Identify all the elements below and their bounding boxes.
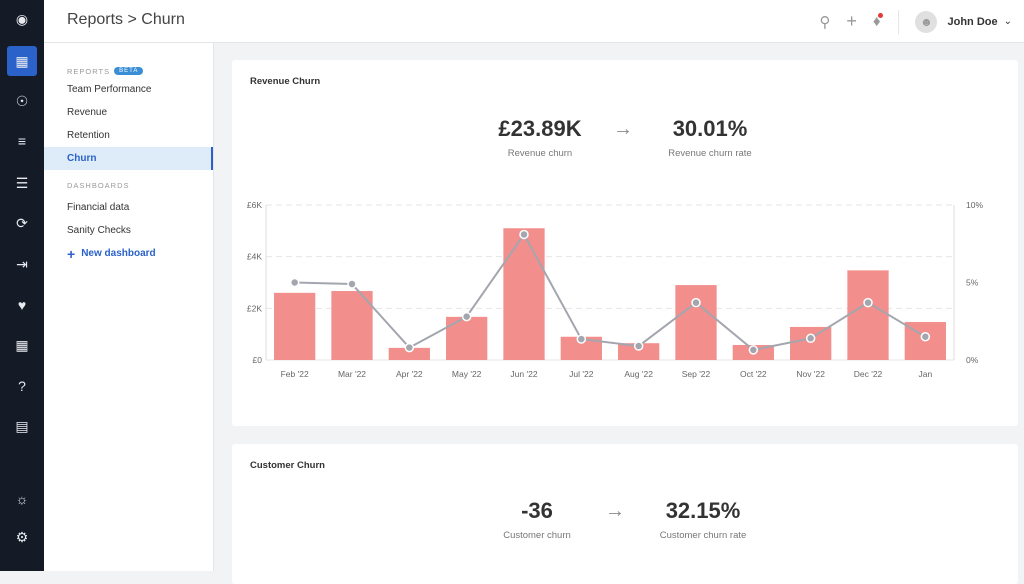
line-point: [461, 311, 472, 322]
stat-value: £23.89K: [498, 116, 582, 141]
x-tick-label: Jul '22: [569, 369, 594, 379]
x-tick-label: Aug '22: [624, 369, 653, 379]
card-title: Revenue Churn: [250, 76, 321, 87]
line-point: [805, 333, 816, 344]
calculator-icon[interactable]: ▦: [15, 336, 29, 353]
new-dashboard-label: New dashboard: [81, 248, 156, 259]
y-tick-label: £4K: [247, 252, 262, 262]
reports-section-label: REPORTS BETA: [44, 64, 213, 78]
top-bar: Reports > Churn ⚲ + ♦ ☻ John Doe ⌄: [44, 0, 1024, 43]
revenue-churn-card: Revenue Churn £23.89K Revenue churn → 30.…: [232, 60, 1018, 426]
x-tick-label: Jun '22: [510, 369, 537, 379]
line-point: [289, 277, 300, 288]
line-point: [863, 297, 873, 308]
reports-sidebar: REPORTS BETA Team Performance Revenue Ret…: [44, 43, 214, 571]
health-icon[interactable]: ♥: [17, 297, 27, 313]
users-icon[interactable]: ☉: [15, 92, 29, 109]
bar: [331, 291, 373, 360]
bar: [560, 336, 602, 360]
reports-label: REPORTS: [67, 66, 111, 76]
x-tick-label: Apr '22: [396, 369, 423, 379]
bar: [274, 292, 316, 360]
line-point: [920, 332, 931, 342]
customer-churn-stat: -36 Customer churn: [457, 498, 617, 541]
sidebar-item-financial-data[interactable]: Financial data: [67, 202, 130, 213]
logo-icon[interactable]: ◉: [15, 10, 29, 27]
line-point: [691, 297, 701, 308]
y2-tick-label: 10%: [966, 200, 983, 210]
plus-icon: +: [67, 245, 76, 262]
y2-tick-label: 5%: [966, 278, 979, 288]
y2-tick-label: 0%: [966, 355, 979, 365]
x-tick-label: Jan: [918, 369, 932, 379]
chat-icon[interactable]: ▤: [15, 417, 29, 434]
card-title: Customer Churn: [250, 460, 325, 471]
bar: [790, 326, 832, 360]
churn-rate-line: [294, 232, 926, 351]
x-tick-label: Dec '22: [854, 369, 883, 379]
x-tick-label: May '22: [452, 369, 482, 379]
line-point: [347, 279, 357, 289]
sidebar-item-sanity-checks[interactable]: Sanity Checks: [67, 225, 131, 236]
bar: [675, 285, 717, 360]
dashboards-section-label: DASHBOARDS: [67, 180, 130, 190]
bar: [847, 270, 889, 360]
divider: [898, 9, 900, 34]
x-tick-label: Sep '22: [682, 369, 711, 379]
search-icon[interactable]: ⚲: [819, 13, 831, 31]
bar: [503, 228, 545, 360]
checklist-icon[interactable]: ☰: [15, 174, 29, 191]
arrow-right-icon: →: [613, 118, 633, 140]
stat-value: -36: [521, 498, 553, 523]
stat-value: 30.01%: [672, 116, 748, 141]
dashboard-icon[interactable]: ▦: [7, 46, 37, 76]
stat-label: Customer churn rate: [659, 530, 747, 541]
sidebar-item-team-performance[interactable]: Team Performance: [67, 84, 152, 95]
revenue-churn-chart: £0 £2K £4K £6K 0% 5% 10% Feb '22 Mar '22 Apr '22 M…: [247, 200, 984, 379]
stat-label: Customer churn: [503, 530, 571, 541]
sidebar-item-revenue[interactable]: Revenue: [67, 107, 108, 118]
hierarchy-icon[interactable]: ≡: [17, 133, 27, 149]
line-point: [404, 342, 415, 353]
bell-icon[interactable]: ♦: [873, 13, 884, 30]
plus-icon[interactable]: +: [846, 11, 857, 31]
beta-badge: BETA: [114, 67, 144, 75]
customer-churn-card: Customer Churn -36 Customer churn → 32.15…: [232, 444, 1018, 584]
x-tick-label: Oct '22: [740, 369, 767, 379]
import-icon[interactable]: ⇥: [16, 255, 28, 272]
customer-churn-rate-stat: 32.15% Customer churn rate: [623, 498, 783, 541]
bar: [388, 347, 430, 360]
user-name[interactable]: John Doe: [947, 15, 998, 28]
sync-icon[interactable]: ⟳: [16, 214, 28, 231]
line-point: [576, 334, 587, 344]
stat-value: 32.15%: [665, 498, 741, 523]
stat-label: Revenue churn rate: [668, 148, 752, 159]
chevron-down-icon[interactable]: ⌄: [1003, 16, 1012, 27]
stat-label: Revenue churn: [507, 148, 573, 159]
y-tick-label: £6K: [247, 200, 262, 210]
icon-rail: ◉ ▦ ☉ ≡ ☰ ⟳ ⇥ ♥ ▦? ▤ ☼ ⚙: [0, 0, 44, 571]
avatar[interactable]: ☻: [915, 10, 938, 33]
help-icon[interactable]: ?: [18, 378, 26, 394]
new-dashboard-button[interactable]: + New dashboard: [44, 242, 213, 265]
bar: [618, 343, 660, 360]
revenue-churn-stat: £23.89K Revenue churn: [460, 116, 620, 159]
lightbulb-icon[interactable]: ☼: [15, 491, 29, 507]
page-title: Reports > Churn: [67, 11, 185, 28]
x-tick-label: Nov '22: [796, 369, 825, 379]
sidebar-item-retention[interactable]: Retention: [67, 130, 110, 141]
line-point: [633, 341, 644, 351]
x-tick-label: Mar '22: [338, 369, 366, 379]
arrow-right-icon: →: [605, 500, 625, 522]
y-tick-label: £0: [253, 355, 263, 365]
revenue-churn-rate-stat: 30.01% Revenue churn rate: [630, 116, 790, 159]
y-tick-label: £2K: [247, 303, 262, 313]
line-point: [519, 229, 529, 240]
line-point: [748, 345, 759, 355]
sidebar-item-churn[interactable]: Churn: [44, 147, 213, 170]
x-tick-label: Feb '22: [281, 369, 309, 379]
settings-icon[interactable]: ⚙: [15, 528, 29, 545]
